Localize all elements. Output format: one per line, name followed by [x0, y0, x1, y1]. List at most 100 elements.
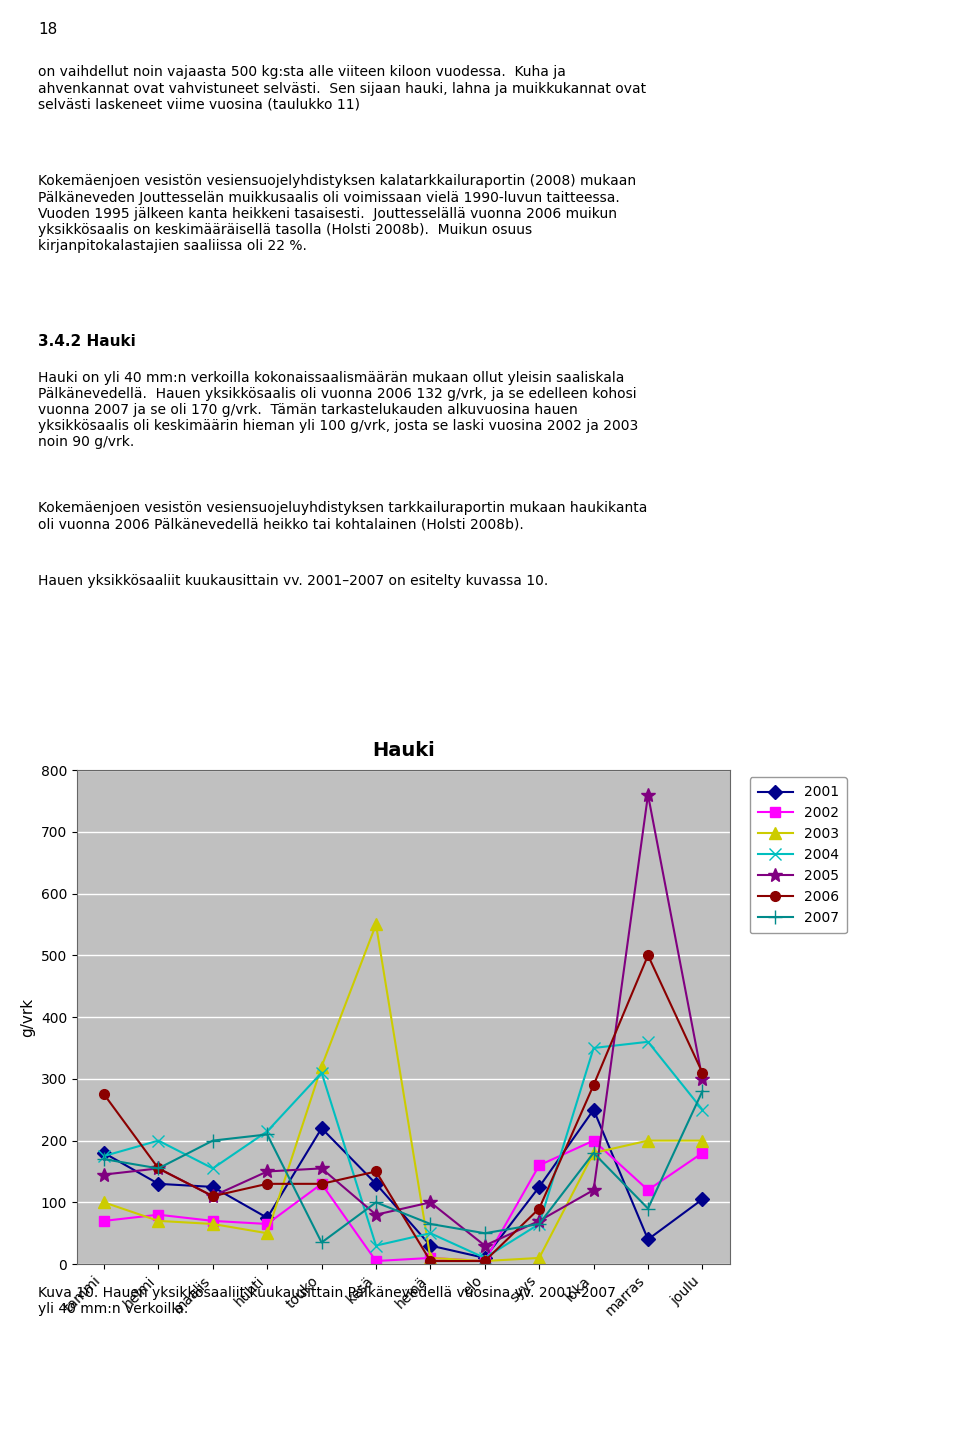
2004 [534, 1215, 545, 1232]
Title: Hauki: Hauki [372, 741, 435, 760]
2002 [261, 1215, 273, 1232]
Text: Kokemäenjoen vesistön vesiensuojelyhdistyksen kalatarkkailuraportin (2008) mukaa: Kokemäenjoen vesistön vesiensuojelyhdist… [38, 174, 636, 253]
2003 [534, 1250, 545, 1267]
2007 [261, 1126, 273, 1144]
Text: Hauki on yli 40 mm:n verkoilla kokonaissaalismäärän mukaan ollut yleisin saalisk: Hauki on yli 40 mm:n verkoilla kokonaiss… [38, 371, 638, 449]
2002 [98, 1212, 109, 1229]
2005 [479, 1237, 491, 1254]
2006 [207, 1187, 219, 1205]
2003 [479, 1252, 491, 1270]
Line: 2005: 2005 [97, 788, 709, 1252]
2007 [153, 1159, 164, 1177]
2004 [588, 1039, 599, 1056]
Line: 2003: 2003 [99, 918, 708, 1267]
2004 [153, 1132, 164, 1149]
Text: Kuva 10. Hauen yksikkösaaliit kuukausittain Pälkänevedellä vuosina vv. 2001–2007: Kuva 10. Hauen yksikkösaaliit kuukausitt… [38, 1286, 616, 1316]
Y-axis label: g/vrk: g/vrk [20, 998, 36, 1036]
2003 [261, 1225, 273, 1242]
2003 [642, 1132, 654, 1149]
Line: 2004: 2004 [99, 1036, 708, 1264]
2007 [479, 1225, 491, 1242]
2005 [98, 1165, 109, 1183]
2007 [371, 1194, 382, 1212]
2002 [153, 1206, 164, 1223]
Line: 2002: 2002 [99, 1136, 708, 1266]
Text: 18: 18 [38, 22, 58, 36]
2007 [588, 1145, 599, 1162]
2001 [642, 1231, 654, 1248]
2003 [153, 1212, 164, 1229]
2002 [424, 1250, 436, 1267]
Legend: 2001, 2002, 2003, 2004, 2005, 2006, 2007: 2001, 2002, 2003, 2004, 2005, 2006, 2007 [750, 777, 848, 933]
2005 [642, 786, 654, 804]
2005 [316, 1159, 327, 1177]
2001 [316, 1119, 327, 1136]
Line: 2006: 2006 [99, 950, 708, 1266]
2007 [316, 1234, 327, 1251]
2004 [424, 1225, 436, 1242]
2006 [479, 1252, 491, 1270]
2001 [371, 1175, 382, 1193]
2005 [371, 1206, 382, 1223]
2006 [153, 1159, 164, 1177]
2007 [207, 1132, 219, 1149]
2007 [534, 1215, 545, 1232]
2001 [153, 1175, 164, 1193]
2002 [371, 1252, 382, 1270]
2001 [207, 1178, 219, 1196]
2002 [534, 1157, 545, 1174]
2005 [534, 1212, 545, 1229]
2002 [642, 1181, 654, 1199]
2003 [98, 1194, 109, 1212]
2004 [316, 1064, 327, 1081]
2007 [98, 1151, 109, 1168]
2006 [316, 1175, 327, 1193]
2005 [697, 1069, 708, 1087]
2005 [424, 1194, 436, 1212]
2002 [588, 1132, 599, 1149]
2002 [479, 1252, 491, 1270]
2001 [534, 1178, 545, 1196]
Line: 2007: 2007 [97, 1084, 709, 1250]
2001 [424, 1237, 436, 1254]
2004 [479, 1250, 491, 1267]
2001 [697, 1190, 708, 1207]
2006 [534, 1200, 545, 1218]
2006 [642, 947, 654, 965]
2007 [697, 1082, 708, 1100]
2003 [371, 915, 382, 933]
2004 [642, 1033, 654, 1051]
2003 [316, 1058, 327, 1075]
2007 [424, 1215, 436, 1232]
2001 [588, 1101, 599, 1119]
2004 [371, 1237, 382, 1254]
2006 [261, 1175, 273, 1193]
2006 [588, 1077, 599, 1094]
Text: 3.4.2 Hauki: 3.4.2 Hauki [38, 334, 136, 349]
2002 [316, 1175, 327, 1193]
2004 [697, 1101, 708, 1119]
2003 [697, 1132, 708, 1149]
2001 [98, 1145, 109, 1162]
Text: on vaihdellut noin vajaasta 500 kg:sta alle viiteen kiloon vuodessa.  Kuha ja
ah: on vaihdellut noin vajaasta 500 kg:sta a… [38, 65, 646, 112]
2005 [207, 1187, 219, 1205]
2001 [479, 1250, 491, 1267]
2004 [98, 1148, 109, 1165]
2006 [697, 1064, 708, 1081]
2005 [153, 1159, 164, 1177]
2005 [261, 1162, 273, 1180]
2004 [261, 1123, 273, 1141]
2001 [261, 1209, 273, 1226]
2006 [371, 1162, 382, 1180]
2006 [98, 1085, 109, 1103]
2004 [207, 1159, 219, 1177]
2003 [424, 1250, 436, 1267]
2005 [588, 1181, 599, 1199]
Line: 2001: 2001 [99, 1104, 708, 1263]
2002 [207, 1212, 219, 1229]
2002 [697, 1145, 708, 1162]
2006 [424, 1252, 436, 1270]
2003 [588, 1145, 599, 1162]
Text: Kokemäenjoen vesistön vesiensuojeluyhdistyksen tarkkailuraportin mukaan haukikan: Kokemäenjoen vesistön vesiensuojeluyhdis… [38, 501, 648, 532]
2003 [207, 1215, 219, 1232]
